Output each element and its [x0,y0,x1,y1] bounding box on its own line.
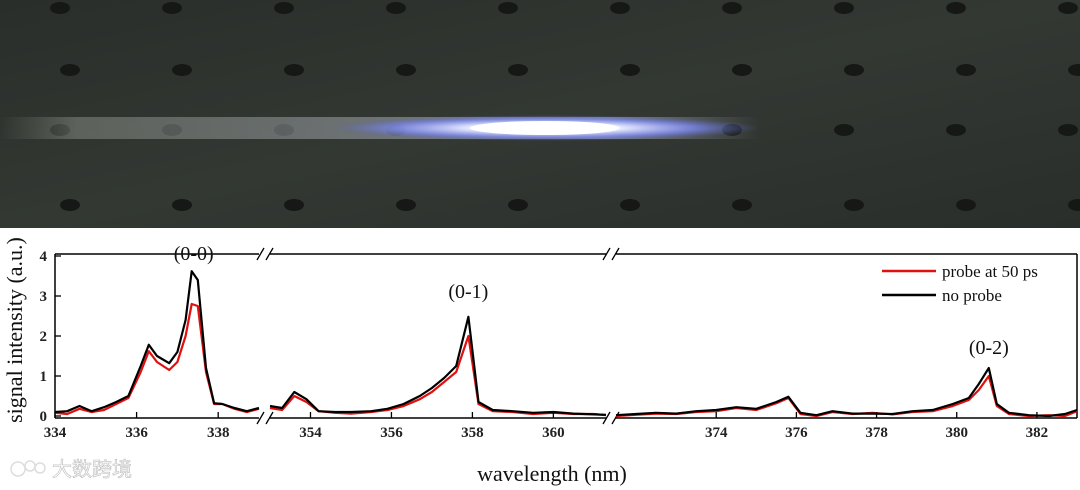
breadboard-hole [1068,199,1080,211]
legend: probe at 50 ps no probe [882,262,1038,305]
legend-label-noprobe: no probe [942,286,1002,305]
breadboard-hole [1058,2,1078,14]
spectrum-chart: 0 1 2 3 4 334 336 338 354 356 358 360 374 376 378 380 38… [2,237,1078,486]
breadboard-hole [956,64,976,76]
breadboard-hole [620,199,640,211]
breadboard-hole [396,199,416,211]
breadboard-hole [834,2,854,14]
chart-ticks: 0 1 2 3 4 334 336 338 354 356 358 360 374 376 378 380 38… [40,249,1049,441]
breadboard-hole [396,64,416,76]
series-line-no-probe [269,315,607,416]
x-tick-label: 338 [207,425,230,441]
x-tick-label: 354 [299,425,322,441]
breadboard-hole [722,2,742,14]
x-tick-label: 382 [1026,425,1049,441]
y-tick-label: 1 [40,369,48,385]
chart-axes [54,247,1078,425]
y-axis-label: signal intensity (a.u.) [2,237,27,423]
breadboard-hole [844,64,864,76]
chart-series [54,270,1078,418]
watermark-text: 大数跨境 [52,457,132,481]
axis-break-mark [602,247,611,261]
series-line-probe-at-50ps [54,302,260,416]
y-tick-label: 3 [40,289,48,305]
x-tick-label: 380 [945,425,968,441]
breadboard-hole [610,2,630,14]
breadboard-hole [946,124,966,136]
y-tick-label: 0 [40,409,48,425]
breadboard-hole [1068,64,1080,76]
breadboard-hole [508,64,528,76]
series-line-no-probe [54,270,260,414]
watermark-logo-icon [10,460,46,477]
breadboard-hole [834,124,854,136]
peak-label: (0-1) [448,281,488,303]
breadboard-hole [1058,124,1078,136]
breadboard-hole [60,199,80,211]
breadboard-hole [284,64,304,76]
series-line-probe-at-50ps [615,374,1078,418]
series-line-probe-at-50ps [269,334,607,417]
breadboard-hole [732,199,752,211]
breadboard-hole [162,2,182,14]
axis-break-mark [602,411,611,425]
breadboard-hole [498,2,518,14]
breadboard-hole [844,199,864,211]
y-tick-label: 4 [40,249,48,265]
series-line-no-probe [615,366,1078,418]
peak-label: (0-0) [174,243,214,265]
axis-break-mark [265,247,274,261]
x-tick-label: 356 [380,425,403,441]
x-tick-label: 378 [865,425,888,441]
breadboard-hole [946,2,966,14]
breadboard-hole [508,199,528,211]
breadboard-hole [172,199,192,211]
breadboard-hole [956,199,976,211]
breadboard-hole [386,2,406,14]
peak-annotations: (0-0) (0-1) (0-2) [174,243,1009,359]
x-tick-label: 360 [542,425,565,441]
breadboard-hole [172,64,192,76]
axis-break-mark [265,411,274,425]
legend-label-probe: probe at 50 ps [942,262,1038,281]
axis-break-mark [256,247,265,261]
x-tick-label: 374 [705,425,728,441]
x-axis-label: wavelength (nm) [477,461,627,486]
x-tick-label: 336 [125,425,148,441]
y-tick-label: 2 [40,329,48,345]
plasma-photo [0,0,1080,228]
x-tick-label: 376 [785,425,808,441]
x-tick-label: 334 [44,425,67,441]
breadboard-hole [50,2,70,14]
plasma-core [470,121,620,135]
x-tick-label: 358 [461,425,484,441]
breadboard-hole [620,64,640,76]
breadboard-hole [60,64,80,76]
axis-break-mark [611,247,620,261]
axis-break-mark [256,411,265,425]
breadboard-hole [732,64,752,76]
breadboard-hole [274,2,294,14]
breadboard-hole [284,199,304,211]
peak-label: (0-2) [969,337,1009,359]
